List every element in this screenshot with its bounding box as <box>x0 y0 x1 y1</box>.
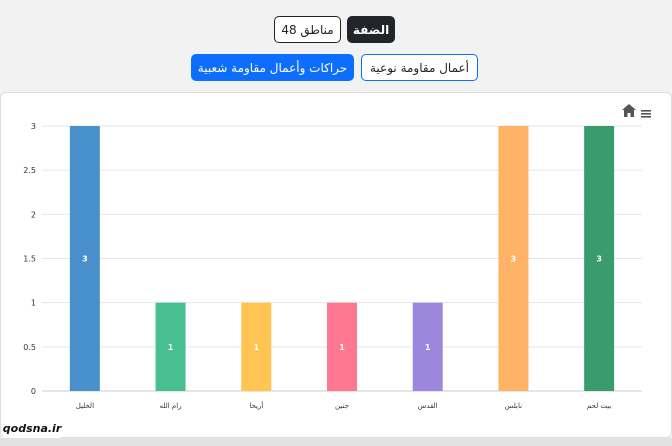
data-label: 3 <box>596 255 602 264</box>
menu-icon[interactable] <box>641 110 651 118</box>
bar[interactable] <box>498 126 529 391</box>
x-tick-label: نابلس <box>505 402 522 410</box>
bar[interactable] <box>155 302 186 391</box>
x-tick-label: جنين <box>335 402 349 410</box>
x-tick-label: بيت لحم <box>587 402 612 410</box>
x-tick-label: أريحا <box>249 401 263 410</box>
bar[interactable] <box>412 302 443 391</box>
home-icon[interactable] <box>622 104 636 117</box>
y-axis: 0 0.5 1 1.5 2 2.5 3 <box>23 122 36 396</box>
data-label: 3 <box>511 255 517 264</box>
data-label: 1 <box>168 343 174 352</box>
bottom-strip <box>0 438 672 446</box>
chart-toolbar <box>622 104 651 118</box>
y-tick-label: 3 <box>31 122 36 131</box>
y-tick-label: 1 <box>31 299 36 308</box>
bar[interactable] <box>69 126 100 391</box>
x-axis: الخليل رام الله أريحا جنين القدس نابلس بيت لحم <box>76 401 612 410</box>
x-tick-label: رام الله <box>160 402 182 410</box>
bar[interactable] <box>584 126 615 391</box>
west-bank-button[interactable]: الضفة <box>347 16 395 43</box>
bar[interactable] <box>241 302 272 391</box>
popular-resistance-button[interactable]: حراكات وأعمال مقاومة شعبية <box>191 54 354 81</box>
y-tick-label: 0 <box>31 387 36 396</box>
areas-48-button[interactable]: مناطق 48 <box>274 16 341 43</box>
y-tick-label: 2.5 <box>23 166 36 175</box>
x-tick-label: القدس <box>418 402 438 410</box>
data-label: 3 <box>82 255 88 264</box>
x-tick-label: الخليل <box>76 402 94 410</box>
qualitative-actions-button[interactable]: أعمال مقاومة نوعية <box>361 54 478 81</box>
y-tick-label: 2 <box>31 210 36 219</box>
bars: 3 1 1 1 1 3 3 <box>69 126 615 391</box>
bar[interactable] <box>327 302 357 391</box>
y-tick-label: 1.5 <box>23 255 36 264</box>
y-tick-label: 0.5 <box>23 343 36 352</box>
data-label: 1 <box>253 343 259 352</box>
watermark: qodsna.ir <box>3 419 61 438</box>
data-label: 1 <box>339 343 345 352</box>
data-label: 1 <box>425 343 431 352</box>
